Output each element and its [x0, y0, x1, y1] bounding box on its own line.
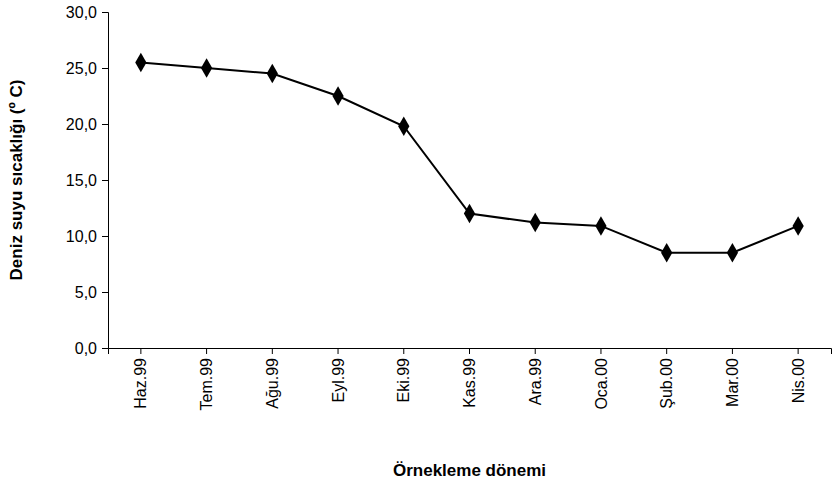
y-tick-mark: [102, 348, 108, 349]
marker: [793, 216, 804, 236]
marker: [201, 58, 212, 78]
marker: [727, 243, 738, 263]
y-axis-title: Deniz suyu sıcaklığı (º C): [7, 80, 26, 281]
y-tick-label: 30,0: [66, 4, 97, 21]
x-tick-label: Tem.99: [198, 358, 215, 411]
x-tick-label: Şub.00: [658, 358, 675, 409]
x-axis: Haz.99 Tem.99 Ağu.99 Eyl.99 Eki.99 Kas.99 Ara.…: [109, 348, 832, 410]
x-tick-label: Eyl.99: [330, 358, 347, 403]
x-tick-mark: [338, 348, 339, 354]
y-tick: 10,0: [66, 228, 108, 245]
y-tick-mark: [102, 12, 108, 13]
x-tick: Ağu.99: [264, 348, 281, 409]
y-tick-label: 15,0: [66, 172, 97, 189]
x-axis-title: Örnekleme dönemi: [393, 461, 546, 480]
x-tick-mark: [535, 348, 536, 354]
y-tick: 20,0: [66, 116, 108, 133]
x-tick: Tem.99: [198, 348, 215, 410]
x-tick: Mar.00: [724, 348, 741, 407]
x-tick-label: Ara.99: [527, 358, 544, 405]
y-tick-mark: [102, 68, 108, 69]
x-tick-label: Eki.99: [395, 358, 412, 403]
y-tick-label: 10,0: [66, 228, 97, 245]
x-tick-label: Oca.00: [593, 358, 610, 410]
y-axis: 0,0 5,0 10,0 15,0 20,0 25,0 30,0: [66, 4, 109, 357]
x-tick-label: Haz.99: [132, 358, 149, 409]
x-tick-label: Ağu.99: [264, 358, 281, 409]
x-tick-mark: [798, 348, 799, 354]
marker: [135, 53, 146, 73]
marks: [135, 53, 804, 263]
marker: [332, 86, 343, 106]
y-tick: 15,0: [66, 172, 108, 189]
x-tick-mark: [666, 348, 667, 354]
x-tick: Oca.00: [593, 348, 610, 410]
x-tick: Haz.99: [132, 348, 149, 409]
chart: 0,0 5,0 10,0 15,0 20,0 25,0 30,0 Haz.99 Tem.99 Ağ…: [0, 0, 840, 492]
y-tick: 30,0: [66, 4, 108, 21]
x-tick-mark: [469, 348, 470, 354]
x-tick-mark: [732, 348, 733, 354]
x-tick-mark: [600, 348, 601, 354]
x-tick-mark: [140, 348, 141, 354]
x-tick-label: Kas.99: [461, 358, 478, 408]
series-line: [141, 62, 798, 252]
y-tick-label: 25,0: [66, 60, 97, 77]
x-tick: Eyl.99: [330, 348, 347, 402]
marker: [398, 116, 409, 136]
x-tick: Kas.99: [461, 348, 478, 408]
y-tick-label: 5,0: [75, 284, 97, 301]
x-tick-mark: [403, 348, 404, 354]
x-tick: Ara.99: [527, 348, 544, 405]
plot: 0,0 5,0 10,0 15,0 20,0 25,0 30,0 Haz.99 Tem.99 Ağ…: [66, 4, 832, 411]
y-tick-label: 20,0: [66, 116, 97, 133]
x-tick: Eki.99: [395, 348, 412, 402]
marker: [661, 243, 672, 263]
y-tick: 5,0: [75, 284, 108, 301]
x-tick-label: Nis.00: [790, 358, 807, 403]
marker: [595, 216, 606, 236]
x-tick-label: Mar.00: [724, 358, 741, 407]
y-tick-label: 0,0: [75, 340, 97, 357]
y-tick-mark: [102, 292, 108, 293]
marker: [530, 213, 541, 233]
x-tick: Şub.00: [658, 348, 675, 409]
y-axis-line: [102, 13, 109, 349]
x-tick: Nis.00: [790, 348, 807, 403]
x-axis-line: [109, 349, 832, 355]
x-tick-mark: [206, 348, 207, 354]
marker: [267, 64, 278, 84]
y-tick: 25,0: [66, 60, 108, 77]
y-tick-mark: [102, 180, 108, 181]
y-tick-mark: [102, 124, 108, 125]
y-tick-mark: [102, 236, 108, 237]
x-tick-mark: [272, 348, 273, 354]
y-tick: 0,0: [75, 340, 108, 357]
marker: [464, 204, 475, 224]
